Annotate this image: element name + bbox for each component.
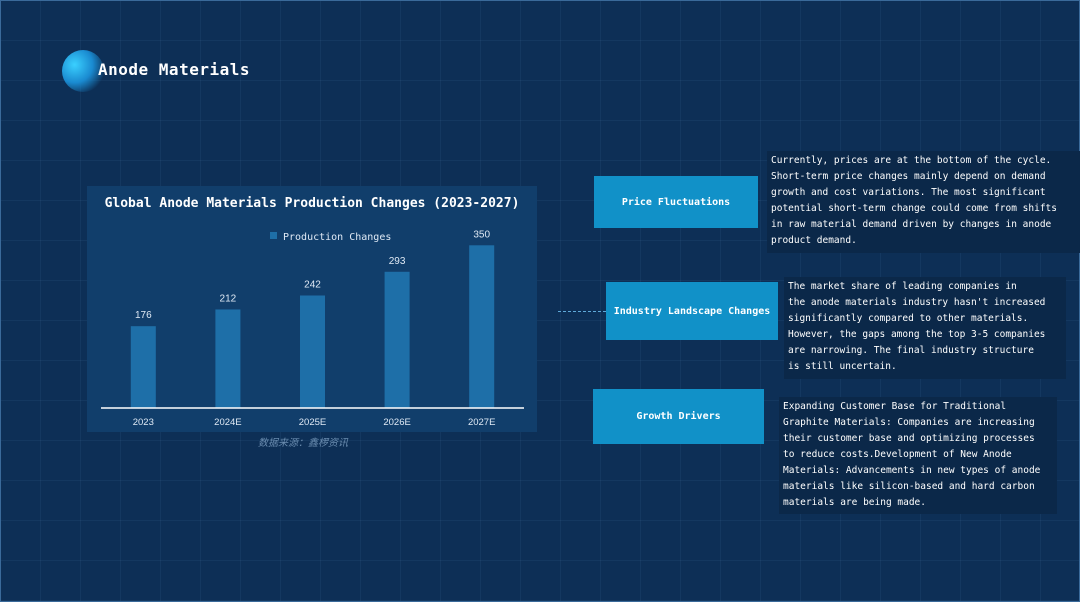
- desc-line: Short-term price changes mainly depend o…: [771, 171, 1046, 182]
- desc-line: The market share of leading companies in: [788, 281, 1017, 292]
- data-label: 293: [389, 256, 406, 267]
- data-label: 350: [473, 229, 490, 240]
- desc-line: Currently, prices are at the bottom of t…: [771, 155, 1052, 166]
- desc-line: materials are being made.: [783, 497, 926, 508]
- desc-line: materials like silicon-based and hard ca…: [783, 481, 1035, 492]
- source-note: 数据来源：鑫椤资讯: [258, 438, 348, 449]
- data-label: 242: [304, 280, 321, 291]
- desc-line: is still uncertain.: [788, 361, 897, 372]
- topic-desc-growth-drivers: Expanding Customer Base for Traditional …: [779, 397, 1057, 514]
- x-tick-label: 2025E: [299, 417, 326, 428]
- x-tick-label: 2026E: [383, 417, 410, 428]
- desc-line: Materials: Advancements in new types of …: [783, 465, 1041, 476]
- desc-line: are narrowing. The final industry struct…: [788, 345, 1034, 356]
- desc-line: growth and cost variations. The most sig…: [771, 187, 1046, 198]
- desc-line: However, the gaps among the top 3-5 comp…: [788, 329, 1046, 340]
- desc-line: the anode materials industry hasn't incr…: [788, 297, 1046, 308]
- bar: [300, 295, 325, 408]
- legend-label: Production Changes: [283, 232, 392, 243]
- topic-label-industry-landscape: Industry Landscape Changes: [606, 282, 778, 340]
- desc-line: product demand.: [771, 235, 857, 246]
- chart-legend: Production Changes: [270, 232, 391, 243]
- desc-line: Graphite Materials: Companies are increa…: [783, 417, 1035, 428]
- connector-line: [558, 311, 606, 312]
- desc-line: potential short-term change could come f…: [771, 203, 1057, 214]
- bar-chart: 176 2023 212 2024E 242 2025E 293 2026E 350 2027E: [101, 229, 524, 428]
- desc-line: in raw material demand driven by changes…: [771, 219, 1052, 230]
- data-label: 176: [135, 310, 152, 321]
- x-tick-label: 2027E: [468, 417, 495, 428]
- desc-line: to reduce costs.Development of New Anode: [783, 449, 1012, 460]
- legend-swatch: [270, 232, 277, 239]
- topic-label-price-fluctuations: Price Fluctuations: [594, 176, 758, 228]
- chart-panel: Global Anode Materials Production Change…: [87, 186, 537, 432]
- desc-line: their customer base and optimizing proce…: [783, 433, 1035, 444]
- bar: [215, 309, 241, 408]
- bar: [469, 245, 495, 408]
- topic-desc-industry-landscape: The market share of leading companies in…: [784, 277, 1066, 379]
- title-orb-icon: [62, 50, 104, 92]
- desc-line: Expanding Customer Base for Traditional: [783, 401, 1007, 412]
- x-tick-label: 2024E: [214, 417, 241, 428]
- bar: [130, 326, 156, 408]
- desc-line: significantly compared to other material…: [788, 313, 1029, 324]
- bar: [384, 271, 410, 408]
- topic-label-growth-drivers: Growth Drivers: [593, 389, 764, 444]
- x-tick-label: 2023: [133, 417, 154, 428]
- page-title: Anode Materials: [98, 60, 250, 79]
- topic-desc-price-fluctuations: Currently, prices are at the bottom of t…: [767, 151, 1080, 253]
- data-label: 212: [220, 293, 237, 304]
- chart-title: Global Anode Materials Production Change…: [104, 196, 520, 211]
